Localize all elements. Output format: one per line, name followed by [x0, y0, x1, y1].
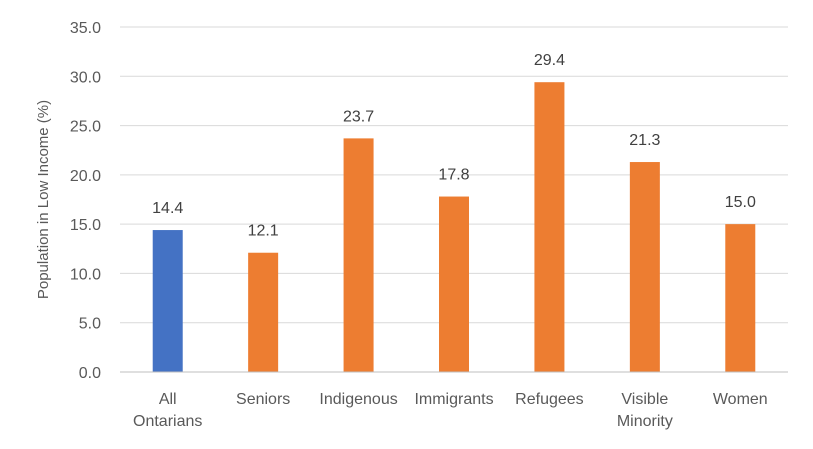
- data-label: 29.4: [534, 52, 565, 69]
- data-label: 12.1: [248, 223, 279, 240]
- y-tick-label: 30.0: [70, 69, 101, 86]
- x-category-label: Minority: [617, 413, 673, 430]
- x-axis-categories: All Ontarians Seniors Indigenous Immigrants R…: [133, 391, 768, 430]
- x-category-label: Immigrants: [414, 391, 493, 408]
- x-category-label: Ontarians: [133, 413, 202, 430]
- y-tick-label: 5.0: [79, 316, 101, 333]
- bar: [248, 252, 279, 372]
- y-tick-label: 20.0: [70, 168, 101, 185]
- x-category-label: Seniors: [236, 391, 290, 408]
- data-label: 15.0: [725, 194, 756, 211]
- y-tick-label: 25.0: [70, 119, 101, 136]
- y-axis-ticks: 0.0 5.0 10.0 15.0 20.0 25.0 30.0 35.0: [70, 20, 101, 382]
- y-tick-label: 0.0: [79, 365, 101, 382]
- bar: [534, 82, 565, 372]
- data-label: 23.7: [343, 108, 374, 125]
- y-tick-label: 15.0: [70, 217, 101, 234]
- y-axis-title: Population in Low Income (%): [35, 100, 52, 299]
- x-category-label: Women: [713, 391, 768, 408]
- bar: [152, 230, 183, 372]
- x-category-label: All: [159, 391, 177, 408]
- data-label: 17.8: [438, 167, 469, 184]
- x-category-label: Refugees: [515, 391, 584, 408]
- data-label: 14.4: [152, 200, 183, 217]
- x-category-label: Indigenous: [319, 391, 397, 408]
- bars: [152, 82, 756, 372]
- data-label: 21.3: [629, 132, 660, 149]
- bar: [343, 138, 374, 372]
- bar: [725, 224, 756, 372]
- y-tick-label: 10.0: [70, 266, 101, 283]
- data-labels: 14.4 12.1 23.7 17.8 29.4 21.3 15.0: [152, 52, 756, 240]
- x-category-label: Visible: [621, 391, 668, 408]
- bar: [629, 162, 660, 372]
- bar: [439, 196, 469, 372]
- y-tick-label: 35.0: [70, 20, 101, 37]
